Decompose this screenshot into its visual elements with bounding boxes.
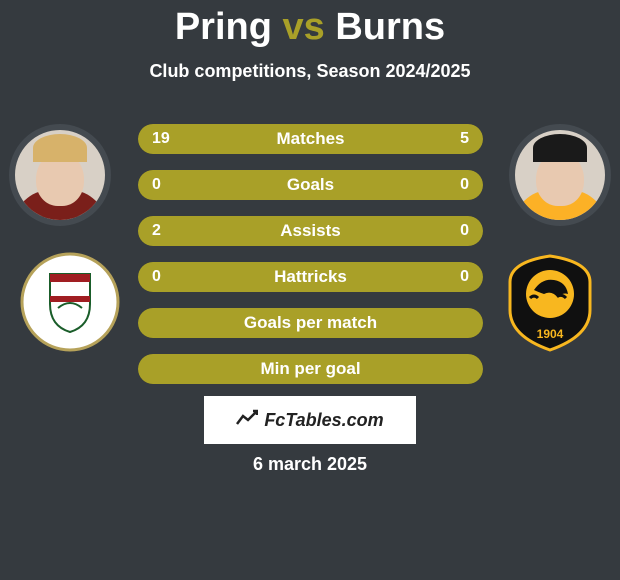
avatar-hair [533, 134, 587, 162]
stat-bar: Min per goal [138, 354, 483, 384]
bar-label: Matches [138, 124, 483, 154]
stat-bar: 195Matches [138, 124, 483, 154]
bar-label: Goals [138, 170, 483, 200]
player2-avatar [509, 124, 611, 226]
bar-label: Min per goal [138, 354, 483, 384]
player1-name: Pring [175, 6, 272, 48]
player2-name: Burns [335, 6, 445, 48]
date-label: 6 march 2025 [0, 454, 620, 475]
stat-bar: Goals per match [138, 308, 483, 338]
watermark-text: FcTables.com [264, 410, 383, 431]
player1-club-logo [20, 252, 120, 352]
subtitle: Club competitions, Season 2024/2025 [0, 61, 620, 82]
stat-bar: 00Hattricks [138, 262, 483, 292]
stats-bars: 195Matches 00Goals 20Assists 00Hattricks Goa… [138, 124, 483, 400]
bar-label: Assists [138, 216, 483, 246]
player1-avatar [9, 124, 111, 226]
vs-label: vs [283, 6, 325, 48]
avatar-hair [33, 134, 87, 162]
stat-bar: 00Goals [138, 170, 483, 200]
bar-label: Goals per match [138, 308, 483, 338]
club-year: 1904 [537, 327, 564, 341]
page-title: Pring vs Burns [0, 0, 620, 53]
chart-icon [236, 409, 258, 432]
bar-label: Hattricks [138, 262, 483, 292]
player2-club-logo: 1904 [500, 252, 600, 352]
watermark: FcTables.com [204, 396, 416, 444]
stat-bar: 20Assists [138, 216, 483, 246]
